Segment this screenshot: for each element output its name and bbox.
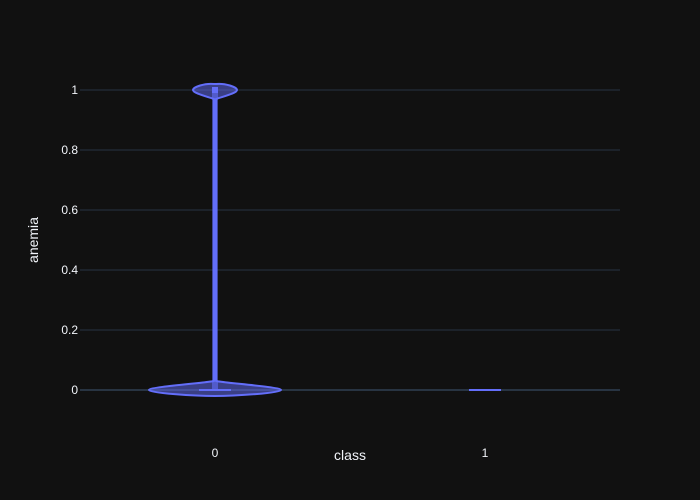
y-tick-label: 0.6 bbox=[61, 203, 78, 217]
x-tick-label: 1 bbox=[482, 446, 489, 460]
grid-layer bbox=[80, 89, 620, 391]
y-axis-title: anemia bbox=[25, 217, 41, 263]
y-tick-label: 0 bbox=[71, 383, 78, 397]
y-tick-label: 0.8 bbox=[61, 143, 78, 157]
x-tick-label: 0 bbox=[212, 446, 219, 460]
x-axis-title: class bbox=[334, 447, 366, 463]
y-tick-label: 0.4 bbox=[61, 263, 78, 277]
violin-marker-class-0 bbox=[212, 87, 218, 93]
y-tick-label: 0.2 bbox=[61, 323, 78, 337]
y-tick-labels: 0 0.2 0.4 0.6 0.8 1 bbox=[61, 83, 78, 397]
violin-layer bbox=[148, 82, 501, 397]
violin-box-class-0 bbox=[212, 90, 218, 390]
y-tick-label: 1 bbox=[71, 83, 78, 97]
